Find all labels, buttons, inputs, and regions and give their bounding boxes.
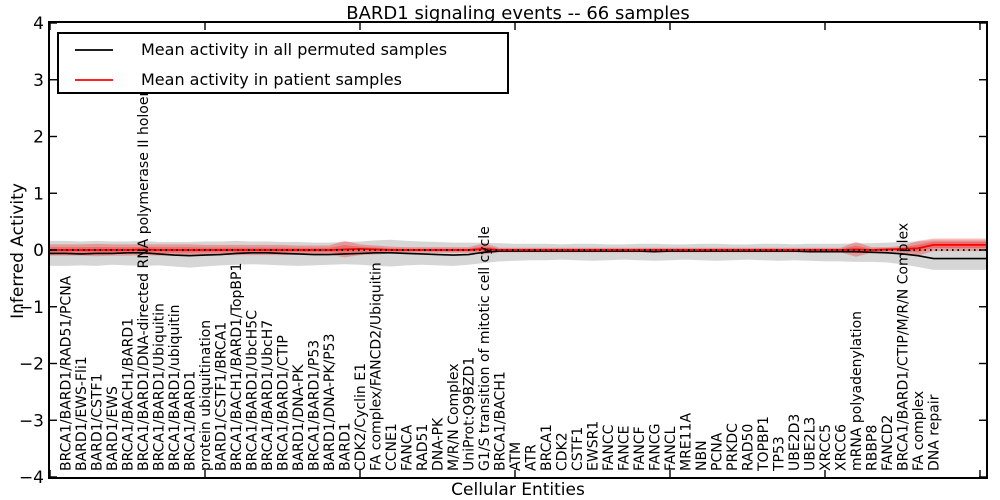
x-tick-label: MRE11A <box>679 413 695 471</box>
x-tick-label: DNA-PK <box>431 417 447 471</box>
x-tick-label: BARD1/CSTF1/BRCA1 <box>214 322 230 471</box>
x-tick-label: FANCL <box>663 426 679 471</box>
x-tick-label: BRCA1/BACH1/BARD1 <box>121 318 137 471</box>
x-tick-label: BARD1/EWS <box>105 386 121 471</box>
x-tick-label: G1/S transition of mitotic cell cycle <box>477 226 493 471</box>
x-tick-label: PRKDC <box>725 423 741 471</box>
x-tick-label: FANCA <box>400 424 416 471</box>
x-tick-label: BRCA1/BARD1/DNA-directed RNA polymerase … <box>136 50 152 471</box>
x-tick-label: BRCA1/BARD1/Ubiquitin <box>152 303 168 471</box>
x-tick-label: FANCC <box>601 424 617 471</box>
y-tick-label: −1 <box>19 298 44 318</box>
x-tick-label: TOPBP1 <box>756 416 772 472</box>
x-tick-label: ATR <box>524 444 540 471</box>
x-tick-label: FANCF <box>632 426 648 471</box>
permuted-band <box>50 239 986 270</box>
x-tick-label: UniProt:Q9BZD1 <box>462 357 478 471</box>
x-tick-label: BRCA1/BACH1 <box>493 371 509 471</box>
x-tick-label: BRCA1/BARD1/CTIP <box>276 335 292 471</box>
legend-item-permuted: Mean activity in all permuted samples <box>59 35 507 64</box>
x-tick-label: NBN <box>694 440 710 471</box>
x-tick-label: BARD1/CSTF1 <box>90 374 106 472</box>
x-tick-label: FANCD2 <box>880 415 896 471</box>
x-tick-label: XRCC5 <box>818 424 834 471</box>
legend-item-patient: Mean activity in patient samples <box>59 65 507 94</box>
x-tick-label: UBE2L3 <box>803 417 819 471</box>
permuted-line-sample <box>75 48 113 51</box>
x-tick-label: PCNA <box>710 432 726 471</box>
x-tick-label: BRCA1/BARD1/P53 <box>307 340 323 471</box>
x-tick-label: BRCA1/BARD1/ubiquitin <box>167 305 183 471</box>
x-tick-label: BRCA1/BARD1/RAD51/PCNA <box>59 275 75 471</box>
x-tick-label: FA complex/FANCD2/Ubiquitin <box>369 262 385 471</box>
x-tick-label: BARD1/DNA-PK <box>291 364 307 471</box>
y-tick-label: 2 <box>33 128 44 148</box>
permuted-mean-line <box>50 250 986 260</box>
legend-label-patient: Mean activity in patient samples <box>141 70 402 89</box>
x-tick-label: BRCA1/BARD1/CTIP/M/R/N Complex <box>896 223 912 471</box>
plot-border <box>48 21 988 479</box>
x-tick-label: DNA repair <box>927 394 943 471</box>
x-tick-label: FA complex <box>911 391 927 471</box>
x-tick-label: M/R/N Complex <box>446 363 462 471</box>
chart-title: BARD1 signaling events -- 66 samples <box>346 3 690 24</box>
x-tick-label: mRNA polyadenylation <box>849 311 865 471</box>
x-tick-label: BARD1/EWS-Fli1 <box>74 356 90 471</box>
x-tick-label: ATM <box>508 442 524 471</box>
x-tick-label: FANCE <box>617 426 633 471</box>
x-tick-label: RAD50 <box>741 424 757 471</box>
y-tick-label: −2 <box>19 355 44 375</box>
x-tick-label: RBBP8 <box>865 425 881 471</box>
x-tick-label: TP53 <box>772 436 788 472</box>
x-tick-label: BRCA1/BARD1/UbcH7 <box>260 320 276 471</box>
x-tick-label: CCNE1 <box>384 423 400 471</box>
x-tick-label: CDK2/Cyclin E1 <box>353 363 369 471</box>
x-tick-label: protein ubiquitination <box>198 320 214 471</box>
x-tick-label: BRCA1 <box>539 424 555 471</box>
x-tick-label: BARD1 <box>338 422 354 471</box>
x-tick-label: UBE2D3 <box>787 414 803 471</box>
legend: Mean activity in all permuted samples Me… <box>57 32 509 94</box>
x-tick-label: FANCG <box>648 424 664 471</box>
x-tick-label: EWSR1 <box>586 421 602 471</box>
y-tick-label: 3 <box>33 71 44 91</box>
patient-line-sample <box>75 78 113 81</box>
x-tick-label: BRCA1/BACH1/BARD1/TopBP1 <box>229 263 245 471</box>
x-tick-label: BARD1/DNA-PK/P53 <box>322 334 338 471</box>
x-axis-label: Cellular Entities <box>451 480 585 500</box>
x-tick-label: BRCA1/BARD1/UbcH5C <box>245 310 261 471</box>
y-tick-label: 4 <box>33 14 44 34</box>
y-tick-label: 0 <box>33 241 44 261</box>
x-tick-label: CSTF1 <box>570 427 586 471</box>
legend-label-permuted: Mean activity in all permuted samples <box>141 40 448 59</box>
x-tick-label: BRCA1/BARD1 <box>183 371 199 471</box>
y-tick-label: −3 <box>19 411 44 431</box>
y-tick-label: −4 <box>19 468 44 488</box>
y-tick-label: 1 <box>33 184 44 204</box>
x-tick-label: RAD51 <box>415 424 431 471</box>
x-tick-label: XRCC6 <box>834 424 850 471</box>
x-tick-label: CDK2 <box>555 432 571 471</box>
